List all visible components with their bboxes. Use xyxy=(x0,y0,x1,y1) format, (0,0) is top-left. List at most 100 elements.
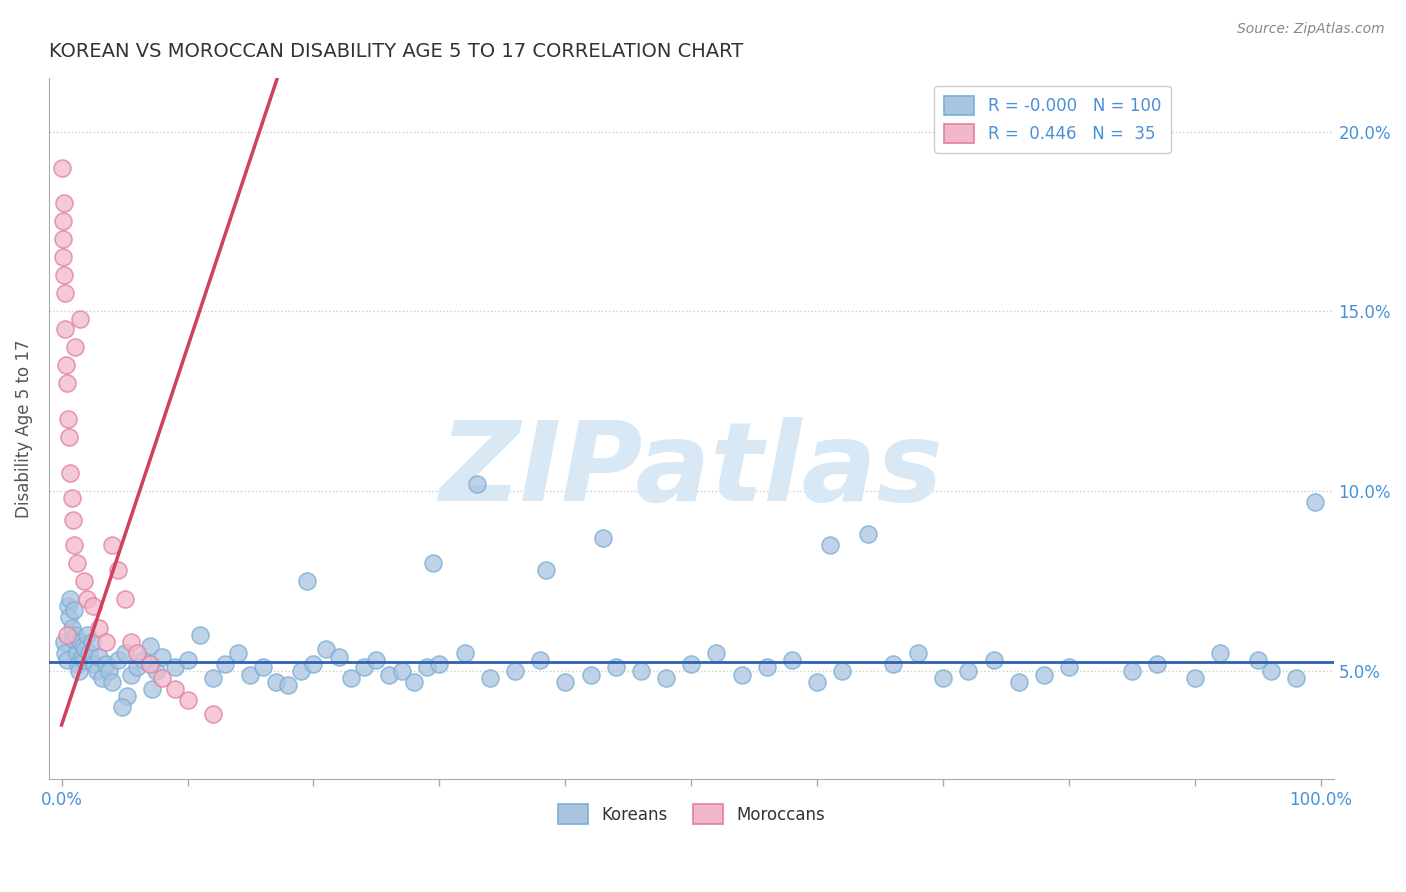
Point xyxy=(353,660,375,674)
Point xyxy=(65,340,87,354)
Point xyxy=(1146,657,1168,671)
Point xyxy=(340,671,363,685)
Point xyxy=(53,635,76,649)
Point xyxy=(264,674,287,689)
Point xyxy=(120,667,142,681)
Point xyxy=(465,477,488,491)
Point xyxy=(1057,660,1080,674)
Point xyxy=(83,657,105,671)
Point xyxy=(56,628,79,642)
Point xyxy=(983,653,1005,667)
Point xyxy=(59,467,82,481)
Point xyxy=(1033,667,1056,681)
Point xyxy=(1260,664,1282,678)
Point xyxy=(98,664,121,678)
Point xyxy=(89,621,111,635)
Point xyxy=(328,649,350,664)
Point xyxy=(188,628,211,642)
Text: ZIPatlas: ZIPatlas xyxy=(440,417,943,524)
Point xyxy=(82,599,104,614)
Point xyxy=(592,531,614,545)
Point xyxy=(115,689,138,703)
Point xyxy=(907,646,929,660)
Point xyxy=(55,653,77,667)
Point xyxy=(80,635,103,649)
Point xyxy=(163,681,186,696)
Point xyxy=(53,646,76,660)
Point xyxy=(56,599,79,614)
Point xyxy=(56,412,79,426)
Point xyxy=(239,667,262,681)
Point xyxy=(107,563,129,577)
Point xyxy=(150,671,173,685)
Point xyxy=(127,646,149,660)
Point xyxy=(52,214,75,228)
Point xyxy=(73,653,96,667)
Text: KOREAN VS MOROCCAN DISABILITY AGE 5 TO 17 CORRELATION CHART: KOREAN VS MOROCCAN DISABILITY AGE 5 TO 1… xyxy=(49,42,744,61)
Point xyxy=(1209,646,1232,660)
Point xyxy=(290,664,312,678)
Point xyxy=(378,667,401,681)
Point xyxy=(62,513,84,527)
Point xyxy=(1247,653,1270,667)
Y-axis label: Disability Age 5 to 17: Disability Age 5 to 17 xyxy=(15,339,32,517)
Point xyxy=(1285,671,1308,685)
Point xyxy=(429,657,451,671)
Point xyxy=(66,556,89,570)
Point xyxy=(55,359,77,373)
Point xyxy=(72,639,94,653)
Point xyxy=(503,664,526,678)
Point xyxy=(132,653,155,667)
Point xyxy=(422,556,444,570)
Point xyxy=(94,635,117,649)
Point xyxy=(416,660,439,674)
Point xyxy=(404,674,426,689)
Point xyxy=(1303,495,1326,509)
Point xyxy=(138,639,160,653)
Point xyxy=(75,642,97,657)
Point xyxy=(1184,671,1206,685)
Point xyxy=(731,667,754,681)
Point xyxy=(90,671,112,685)
Point xyxy=(366,653,388,667)
Point xyxy=(77,646,100,660)
Point xyxy=(86,664,108,678)
Point xyxy=(176,653,198,667)
Point xyxy=(138,657,160,671)
Point xyxy=(150,649,173,664)
Point xyxy=(76,592,98,607)
Point xyxy=(111,700,134,714)
Point xyxy=(65,628,87,642)
Point xyxy=(107,653,129,667)
Point xyxy=(114,646,136,660)
Point xyxy=(252,660,274,674)
Point xyxy=(58,430,80,444)
Point xyxy=(52,232,75,246)
Point xyxy=(63,538,86,552)
Point xyxy=(655,671,678,685)
Point xyxy=(226,646,249,660)
Point xyxy=(66,657,89,671)
Point xyxy=(1008,674,1031,689)
Point xyxy=(89,649,111,664)
Point xyxy=(755,660,778,674)
Point xyxy=(69,635,91,649)
Point xyxy=(53,286,76,301)
Point xyxy=(94,657,117,671)
Point xyxy=(201,671,224,685)
Point xyxy=(76,628,98,642)
Point xyxy=(59,592,82,607)
Point xyxy=(176,693,198,707)
Point xyxy=(882,657,904,671)
Point xyxy=(529,653,551,667)
Point xyxy=(120,635,142,649)
Point xyxy=(453,646,475,660)
Point xyxy=(277,678,299,692)
Point xyxy=(67,664,90,678)
Point xyxy=(295,574,318,588)
Point xyxy=(101,538,124,552)
Point xyxy=(53,196,76,211)
Point xyxy=(163,660,186,674)
Point xyxy=(62,632,84,646)
Point xyxy=(214,657,236,671)
